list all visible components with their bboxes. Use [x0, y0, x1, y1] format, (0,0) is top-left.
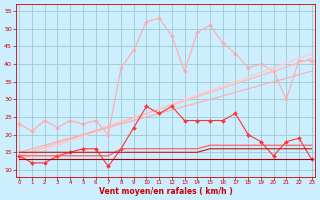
- X-axis label: Vent moyen/en rafales ( km/h ): Vent moyen/en rafales ( km/h ): [99, 187, 232, 196]
